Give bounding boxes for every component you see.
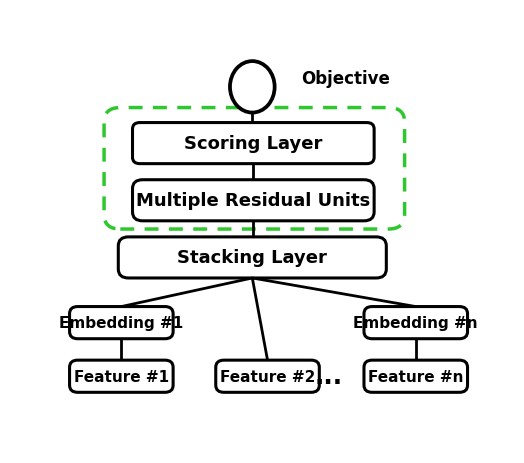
FancyBboxPatch shape <box>133 123 374 164</box>
FancyBboxPatch shape <box>133 180 374 221</box>
Text: Embedding #n: Embedding #n <box>354 315 478 331</box>
FancyBboxPatch shape <box>216 360 319 393</box>
Text: Feature #n: Feature #n <box>368 369 464 384</box>
Text: ...: ... <box>314 364 343 388</box>
Text: Feature #1: Feature #1 <box>74 369 169 384</box>
Text: Embedding #1: Embedding #1 <box>59 315 183 331</box>
FancyBboxPatch shape <box>364 307 467 339</box>
FancyBboxPatch shape <box>70 307 173 339</box>
FancyBboxPatch shape <box>118 238 386 278</box>
Text: Stacking Layer: Stacking Layer <box>177 249 328 267</box>
FancyBboxPatch shape <box>364 360 467 393</box>
Text: Scoring Layer: Scoring Layer <box>184 135 322 153</box>
Text: Multiple Residual Units: Multiple Residual Units <box>136 192 370 210</box>
Text: Objective: Objective <box>301 70 390 88</box>
Text: Feature #2: Feature #2 <box>220 369 315 384</box>
Ellipse shape <box>230 62 275 113</box>
FancyBboxPatch shape <box>70 360 173 393</box>
